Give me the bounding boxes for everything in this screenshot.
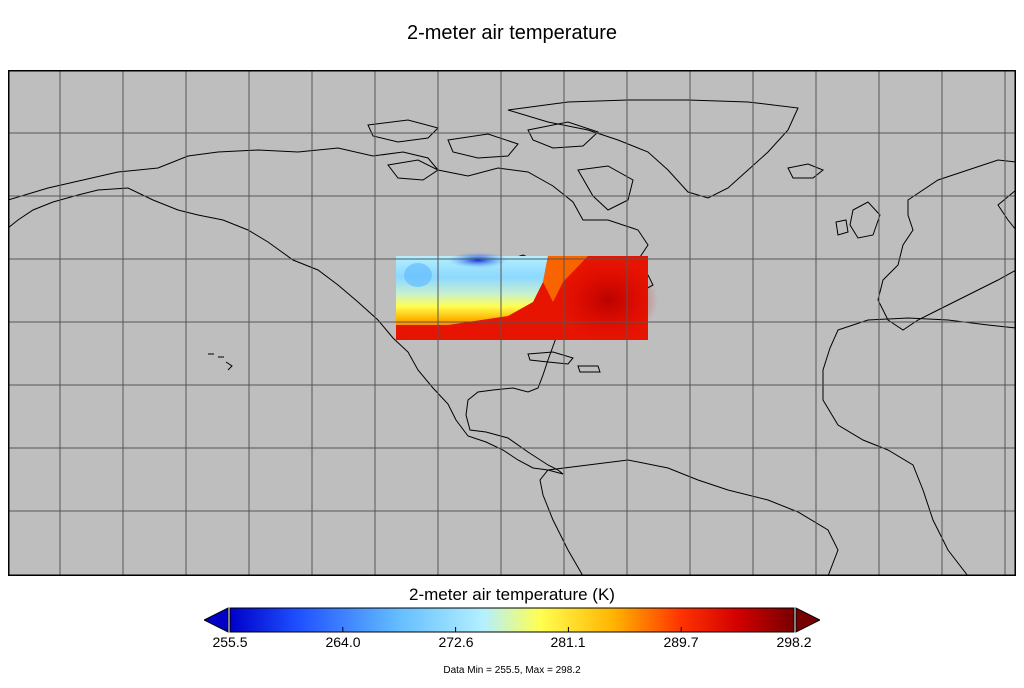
colorbar-gradient [229,607,795,633]
colorbar-tick-label: 298.2 [776,634,812,650]
colorbar-title: 2-meter air temperature (K) [409,585,615,604]
graticule [8,70,1016,576]
colorbar [204,607,820,633]
map-panel[interactable] [8,70,1016,576]
colorbar-tick-label: 255.5 [212,634,248,650]
colorbar-min-arrow [204,607,229,633]
colorbar-max-arrow [795,607,820,633]
colorbar-tick-label: 289.7 [663,634,699,650]
data-range-text: Data Min = 255.5, Max = 298.2 [443,665,581,676]
plot-title: 2-meter air temperature [406,22,618,44]
colorbar-tick-label: 264.0 [325,634,361,650]
colorbar-tick-label: 272.6 [438,634,474,650]
map-frame [8,70,1016,576]
temperature-field [396,252,658,340]
colorbar-tick-label: 281.1 [550,634,586,650]
